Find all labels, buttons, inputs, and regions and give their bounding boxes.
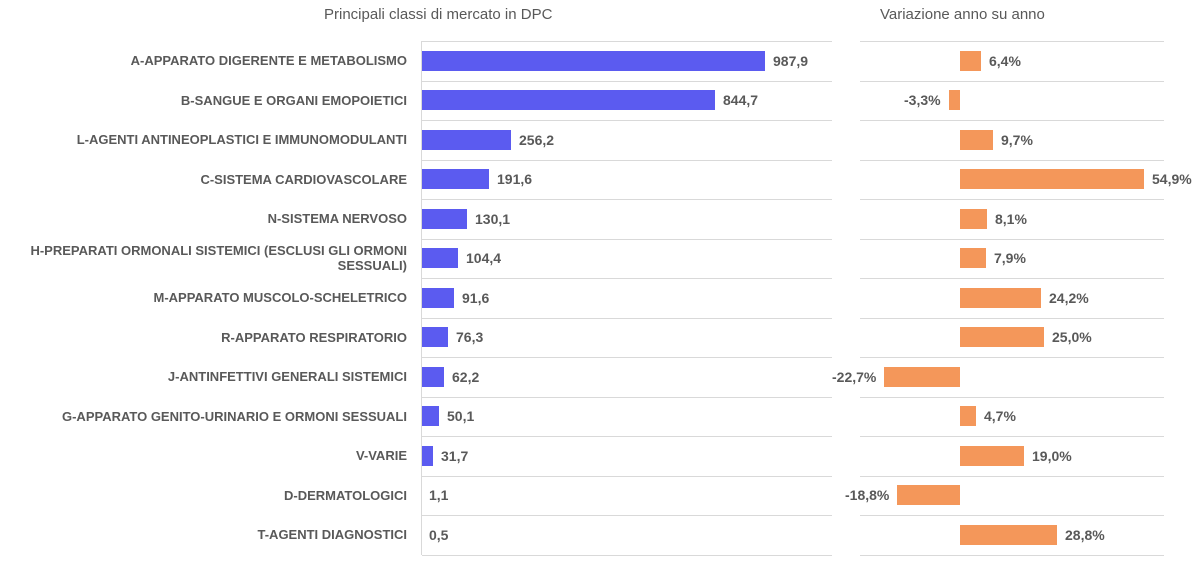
yoy-change-label: 28,8% — [1065, 527, 1105, 543]
gridline-left — [422, 120, 832, 121]
market-bar — [422, 367, 444, 387]
yoy-change-label: 4,7% — [984, 408, 1016, 424]
market-value-label: 191,6 — [497, 171, 533, 187]
yoy-change-label: -22,7% — [832, 369, 877, 385]
market-value-label: 50,1 — [447, 408, 475, 424]
market-bar — [422, 446, 433, 466]
market-bar — [422, 327, 449, 347]
market-value-label: 987,9 — [773, 53, 809, 69]
yoy-change-bar — [960, 130, 993, 150]
gridline-right — [860, 515, 1164, 516]
yoy-change-bar — [960, 209, 988, 229]
yoy-change-bar — [960, 51, 982, 71]
gridline-right — [860, 436, 1164, 437]
category-label: C-SISTEMA CARDIOVASCOLARE — [200, 172, 407, 187]
category-label: V-VARIE — [355, 448, 407, 463]
category-label: A-APPARATO DIGERENTE E METABOLISMO — [130, 53, 407, 68]
yoy-change-bar — [960, 248, 987, 268]
market-value-label: 76,3 — [456, 329, 484, 345]
yoy-change-bar — [896, 485, 960, 505]
category-label: J-ANTINFETTIVI GENERALI SISTEMICI — [167, 369, 407, 384]
left-axis-line — [421, 41, 422, 555]
yoy-change-label: 6,4% — [989, 53, 1021, 69]
gridline-left — [422, 278, 832, 279]
yoy-change-label: 8,1% — [995, 211, 1027, 227]
gridline-right — [860, 397, 1164, 398]
yoy-change-bar — [960, 525, 1057, 545]
gridline-left — [422, 160, 832, 161]
yoy-change-label: 19,0% — [1032, 448, 1072, 464]
market-value-label: 91,6 — [462, 290, 490, 306]
gridline-left — [422, 436, 832, 437]
category-label: N-SISTEMA NERVOSO — [267, 211, 407, 226]
market-value-label: 130,1 — [475, 211, 511, 227]
yoy-change-bar — [948, 90, 960, 110]
yoy-change-bar — [960, 288, 1042, 308]
market-value-label: 0,5 — [429, 527, 449, 543]
gridline-left — [422, 397, 832, 398]
market-value-label: 844,7 — [723, 92, 759, 108]
gridline-left — [422, 476, 832, 477]
market-bar — [422, 248, 459, 268]
gridline-left — [422, 515, 832, 516]
yoy-change-label: 54,9% — [1152, 171, 1192, 187]
gridline-left — [422, 357, 832, 358]
yoy-change-label: 7,9% — [994, 250, 1026, 266]
market-value-label: 31,7 — [441, 448, 469, 464]
yoy-change-label: -3,3% — [904, 92, 941, 108]
gridline-right — [860, 160, 1164, 161]
gridline-right — [860, 199, 1164, 200]
yoy-change-bar — [960, 406, 976, 426]
category-label: G-APPARATO GENITO-URINARIO E ORMONI SESS… — [61, 409, 407, 424]
gridline-right — [860, 81, 1164, 82]
category-label: R-APPARATO RESPIRATORIO — [221, 330, 407, 345]
yoy-change-label: 25,0% — [1052, 329, 1092, 345]
gridline-right — [860, 120, 1164, 121]
market-bar — [422, 406, 440, 426]
category-label: D-DERMATOLOGICI — [283, 488, 407, 503]
market-value-label: 256,2 — [519, 132, 555, 148]
market-value-label: 62,2 — [452, 369, 480, 385]
yoy-change-bar — [960, 169, 1144, 189]
chart-title-market-classes: Principali classi di mercato in DPC — [324, 6, 553, 23]
gridline-right — [860, 278, 1164, 279]
gridline-right — [860, 41, 1164, 42]
market-bar — [422, 169, 489, 189]
gridline-left — [422, 555, 832, 556]
yoy-change-bar — [883, 367, 960, 387]
gridline-left — [422, 318, 832, 319]
gridline-left — [422, 239, 832, 240]
yoy-change-bar — [960, 446, 1024, 466]
gridline-right — [860, 357, 1164, 358]
gridline-right — [860, 476, 1164, 477]
gridline-right — [860, 318, 1164, 319]
market-bar — [422, 209, 468, 229]
category-label: B-SANGUE E ORGANI EMOPOIETICI — [180, 93, 407, 108]
market-bar — [422, 51, 765, 71]
market-value-label: 1,1 — [429, 487, 449, 503]
yoy-change-label: -18,8% — [845, 487, 890, 503]
category-label: T-AGENTI DIAGNOSTICI — [257, 527, 408, 542]
gridline-left — [422, 41, 832, 42]
gridline-right — [860, 555, 1164, 556]
market-bar — [422, 288, 454, 308]
category-label: M-APPARATO MUSCOLO-SCHELETRICO — [153, 290, 408, 305]
market-value-label: 104,4 — [466, 250, 502, 266]
category-label: H-PREPARATI ORMONALI SISTEMICI (ESCLUSI … — [30, 243, 407, 273]
gridline-left — [422, 81, 832, 82]
gridline-right — [860, 239, 1164, 240]
gridline-left — [422, 199, 832, 200]
category-label: L-AGENTI ANTINEOPLASTICI E IMMUNOMODULAN… — [76, 132, 407, 147]
yoy-change-label: 24,2% — [1049, 290, 1089, 306]
yoy-change-bar — [960, 327, 1044, 347]
yoy-change-label: 9,7% — [1001, 132, 1033, 148]
market-bar — [422, 130, 511, 150]
chart-title-yoy-change: Variazione anno su anno — [880, 6, 1045, 23]
market-bar — [422, 90, 716, 110]
